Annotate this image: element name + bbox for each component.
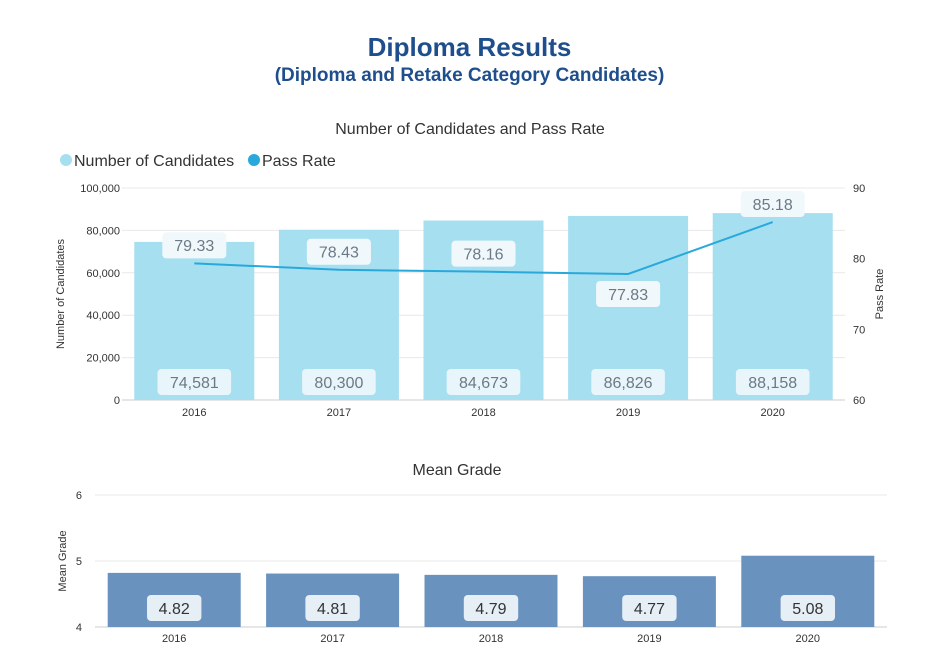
pass-rate-value-label: 77.83	[608, 287, 648, 304]
mean-grade-value-label: 5.08	[792, 601, 823, 618]
pass-rate-value-label: 79.33	[174, 238, 214, 255]
y-axis-label: Mean Grade	[57, 530, 69, 591]
candidates-value-label: 84,673	[459, 375, 508, 392]
mean-grade-value-label-box	[305, 595, 360, 621]
chart-title: Mean Grade	[413, 462, 502, 479]
pass-rate-value-label-box	[162, 232, 227, 259]
legend: Number of Candidates Pass Rate	[60, 153, 336, 170]
legend-label-pass-rate: Pass Rate	[262, 153, 336, 170]
mean-grade-chart: Mean Grade 4 5 6 4.82 4.81 4.79 4.77 5.08 2016…	[57, 462, 887, 645]
y-tick-label: 40,000	[86, 310, 120, 322]
y2-tick-label: 80	[853, 254, 865, 266]
y-axis-label: Number of Candidates	[55, 238, 67, 349]
x-tick-label: 2016	[182, 407, 206, 419]
x-tick-label: 2018	[471, 407, 495, 419]
x-tick-label: 2019	[616, 407, 640, 419]
pass-rate-value-label-box	[596, 281, 661, 308]
y2-tick-label: 60	[853, 395, 865, 407]
y2-tick-label: 90	[853, 183, 865, 195]
candidates-value-label-box	[157, 369, 232, 395]
y2-axis-ticks: 60 70 80 90	[853, 183, 865, 407]
mean-grade-value-label-box	[147, 595, 202, 621]
mean-grade-value-label-box	[780, 595, 835, 621]
y-axis-ticks: 0 20,000 40,000 60,000 80,000 100,000	[80, 183, 120, 407]
candidates-value-label: 80,300	[314, 375, 363, 392]
x-axis-ticks: 2016 2017 2018 2019 2020	[182, 407, 785, 419]
x-tick-label: 2017	[327, 407, 351, 419]
x-tick-label: 2019	[637, 633, 661, 645]
pass-rate-value-label-box	[451, 240, 516, 267]
candidates-value-label-box	[302, 369, 376, 395]
candidates-value-label-box	[446, 369, 521, 395]
y-tick-label: 5	[76, 556, 82, 568]
mean-grade-value-label: 4.82	[159, 601, 190, 618]
y2-tick-label: 70	[853, 324, 865, 336]
mean-grade-value-label: 4.79	[475, 601, 506, 618]
candidates-value-label-box	[591, 369, 665, 395]
x-tick-label: 2018	[479, 633, 503, 645]
x-tick-label: 2017	[320, 633, 344, 645]
candidates-pass-rate-chart: Number of Candidates and Pass Rate Numbe…	[55, 121, 886, 419]
chart-title: Number of Candidates and Pass Rate	[335, 121, 605, 138]
page-title: Diploma Results	[367, 32, 572, 62]
mean-grade-value-label: 4.77	[634, 601, 665, 618]
y-tick-label: 60,000	[86, 268, 120, 280]
pass-rate-value-label: 85.18	[753, 197, 793, 214]
candidates-value-label: 86,826	[604, 375, 653, 392]
legend-swatch-candidates	[60, 154, 72, 166]
data-labels: 74,581 80,300 84,673 86,826 88,158 79.33 78.43…	[157, 191, 810, 395]
page-subtitle: (Diploma and Retake Category Candidates)	[274, 65, 665, 86]
pass-rate-line	[194, 221, 774, 276]
x-tick-label: 2020	[796, 633, 820, 645]
y-tick-label: 4	[76, 622, 82, 634]
data-labels: 4.82 4.81 4.79 4.77 5.08	[147, 595, 835, 621]
y-tick-label: 0	[114, 395, 120, 407]
mean-grade-value-label-box	[463, 595, 519, 621]
mean-grade-value-label: 4.81	[317, 601, 348, 618]
y-axis-ticks: 4 5 6	[76, 490, 82, 634]
y-tick-label: 100,000	[80, 183, 120, 195]
pass-rate-value-label: 78.43	[319, 245, 359, 262]
mean-grade-value-label-box	[622, 595, 677, 621]
candidates-value-label: 88,158	[748, 375, 797, 392]
y-tick-label: 80,000	[86, 225, 120, 237]
candidates-value-label-box	[735, 369, 810, 395]
y-tick-label: 6	[76, 490, 82, 502]
pass-rate-series-line	[194, 221, 774, 276]
y2-axis-label: Pass Rate	[874, 269, 886, 320]
legend-swatch-pass-rate	[248, 154, 260, 166]
candidates-bar-2020	[712, 213, 833, 400]
candidates-value-label: 74,581	[170, 375, 219, 392]
pass-rate-value-label-box	[740, 191, 805, 218]
x-axis-ticks: 2016 2017 2018 2019 2020	[162, 633, 820, 645]
x-tick-label: 2020	[760, 407, 784, 419]
legend-label-candidates: Number of Candidates	[74, 153, 234, 170]
x-tick-label: 2016	[162, 633, 186, 645]
pass-rate-value-label: 78.16	[463, 246, 503, 263]
pass-rate-value-label-box	[306, 238, 371, 265]
y-tick-label: 20,000	[86, 353, 120, 365]
